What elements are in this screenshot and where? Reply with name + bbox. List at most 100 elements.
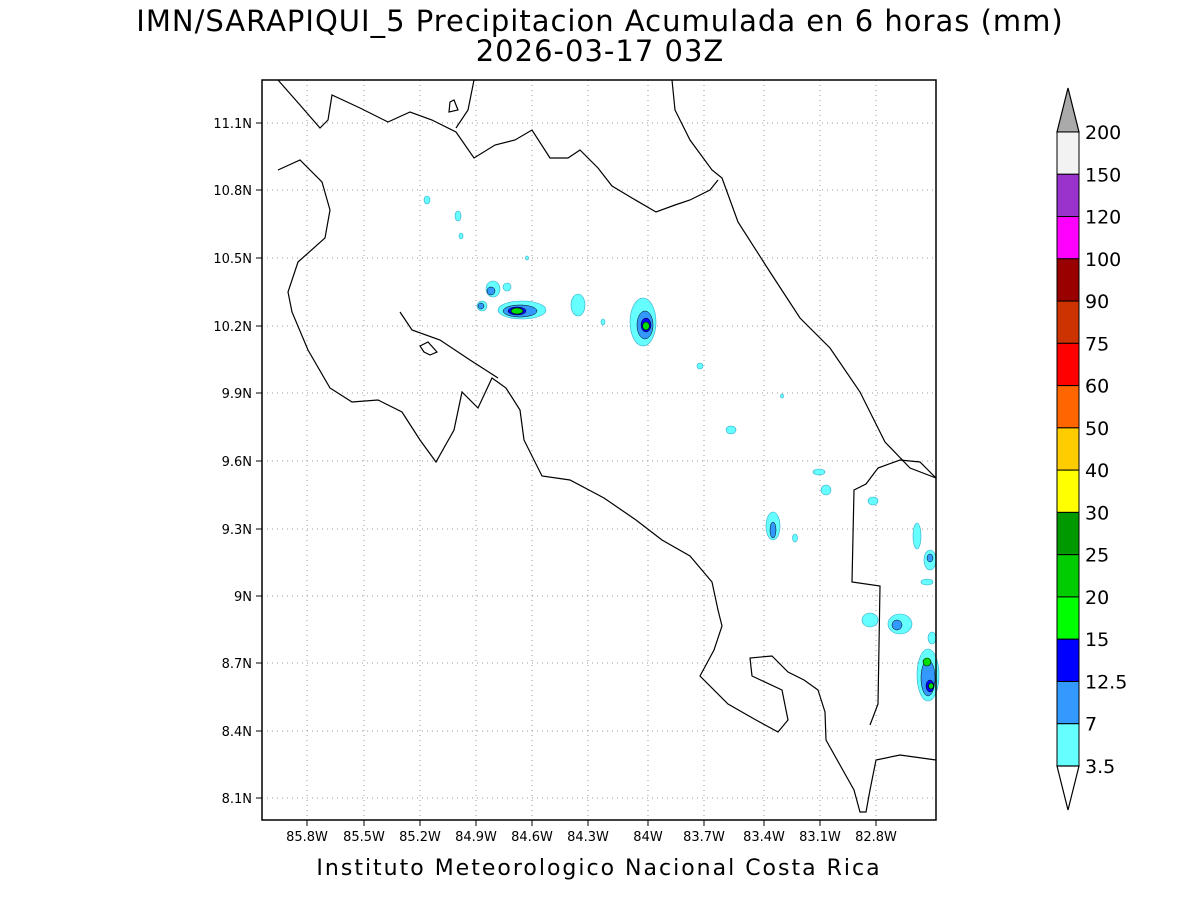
rain-cell (780, 393, 784, 399)
rain-cell (510, 307, 524, 315)
rain-cell (570, 293, 586, 317)
rain-cell (912, 522, 922, 550)
legend-swatch (1056, 385, 1080, 429)
rain-cell (454, 210, 462, 222)
legend-label: 25 (1085, 545, 1109, 567)
legend-label: 20 (1085, 587, 1109, 609)
x-tick-label: 85.8W (286, 830, 328, 845)
rain-cell (812, 468, 826, 476)
gulf-nicoya (399, 311, 499, 379)
rain-cell (525, 255, 529, 261)
legend-swatch (1056, 469, 1080, 513)
legend-label: 3.5 (1085, 756, 1115, 778)
legend-swatch (1056, 554, 1080, 598)
rain-cell (861, 612, 879, 628)
legend-label: 60 (1085, 376, 1109, 398)
x-tick-label: 82.8W (855, 830, 897, 845)
legend-label: 15 (1085, 629, 1109, 651)
legend-over-triangle (1056, 87, 1080, 133)
legend-under-triangle (1056, 765, 1080, 811)
legend-label: 12.5 (1085, 671, 1127, 693)
color-legend: 200 150 120 100 90 75 60 50 40 30 25 20 15 12.5 7 3.5 (1056, 87, 1127, 811)
coastline-caribbean (671, 79, 937, 479)
y-tick-label: 8.4N (222, 725, 252, 740)
coastline-pacific (277, 159, 937, 813)
rain-cell (769, 521, 777, 539)
y-axis: 11.1N 10.8N 10.5N 10.2N 9.9N 9.6N 9.3N 9N 8.7N 8.… (213, 117, 262, 807)
rain-cell (920, 578, 934, 586)
map-frame (261, 79, 937, 821)
x-tick-label: 83.4W (743, 830, 785, 845)
rain-cell (600, 318, 606, 326)
map-subtitle: 2026-03-17 03Z (475, 34, 725, 68)
y-tick-label: 9N (234, 590, 252, 605)
legend-label: 90 (1085, 291, 1109, 313)
y-tick-label: 10.5N (213, 252, 252, 267)
precipitation-fields (423, 195, 940, 702)
legend-swatch (1056, 427, 1080, 471)
island-chira (419, 341, 439, 356)
island-caribbean (448, 99, 459, 113)
legend-swatch (1056, 173, 1080, 218)
legend-label: 50 (1085, 418, 1109, 440)
coastline-nicaragua-north (277, 79, 719, 213)
x-tick-label: 83.1W (799, 830, 841, 845)
legend-label: 150 (1085, 164, 1121, 186)
rain-cell (696, 362, 704, 370)
rain-cell (486, 286, 496, 296)
y-tick-label: 8.1N (222, 792, 252, 807)
y-tick-label: 11.1N (213, 117, 252, 132)
rain-cell (642, 321, 650, 331)
legend-swatch (1056, 680, 1080, 725)
x-tick-label: 84W (633, 830, 663, 845)
legend-label: 30 (1085, 502, 1109, 524)
coastline-caribbean-north (455, 79, 475, 129)
x-axis: 85.8W 85.5W 85.2W 84.9W 84.6W 84.3W 84W 83.7W 83… (286, 820, 897, 845)
rain-cell (502, 282, 512, 292)
y-tick-label: 10.8N (213, 184, 252, 199)
rain-cell (820, 484, 832, 496)
legend-label: 7 (1085, 714, 1097, 736)
rain-cell (792, 533, 798, 543)
rain-cell (423, 195, 431, 205)
legend-swatch (1056, 216, 1080, 260)
rain-cell (725, 425, 737, 435)
y-tick-label: 8.7N (222, 657, 252, 672)
footer-credit: Instituto Meteorologico Nacional Costa R… (316, 856, 882, 881)
rain-cell (927, 631, 937, 645)
rain-cell (458, 232, 464, 240)
y-tick-label: 10.2N (213, 320, 252, 335)
rain-cell (926, 553, 934, 563)
rain-cell (922, 657, 932, 667)
y-tick-label: 9.9N (222, 387, 252, 402)
rain-cell (867, 496, 879, 506)
rain-cell (928, 682, 934, 690)
rain-cell (477, 302, 485, 310)
y-tick-label: 9.3N (222, 523, 252, 538)
legend-swatch (1056, 131, 1080, 175)
coastline (277, 79, 937, 813)
legend-swatch (1056, 300, 1080, 344)
legend-label: 120 (1085, 207, 1121, 229)
x-tick-label: 85.5W (343, 830, 385, 845)
legend-label: 100 (1085, 249, 1121, 271)
x-tick-label: 83.7W (683, 830, 725, 845)
legend-swatch (1056, 638, 1080, 682)
map-grid (262, 80, 936, 820)
legend-swatch (1056, 723, 1080, 767)
legend-label: 75 (1085, 333, 1109, 355)
legend-swatch (1056, 596, 1080, 640)
rain-cell (891, 619, 903, 631)
x-tick-label: 84.9W (455, 830, 497, 845)
x-tick-label: 84.6W (511, 830, 553, 845)
border-panama (851, 459, 937, 726)
legend-swatch (1056, 511, 1080, 556)
legend-label: 200 (1085, 122, 1121, 144)
x-tick-label: 85.2W (399, 830, 441, 845)
legend-swatch (1056, 258, 1080, 302)
legend-label: 40 (1085, 460, 1109, 482)
y-tick-label: 9.6N (222, 455, 252, 470)
legend-swatch (1056, 342, 1080, 387)
map-title: IMN/SARAPIQUI_5 Precipitacion Acumulada … (136, 4, 1064, 38)
